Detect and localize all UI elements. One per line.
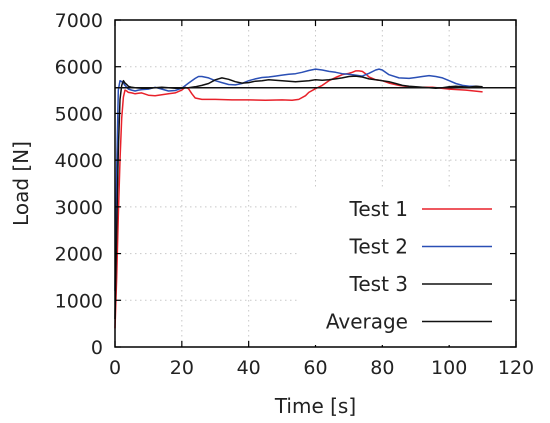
x-tick-label-3: 60 xyxy=(303,357,327,379)
y-tick-label-0: 0 xyxy=(91,337,103,359)
legend: Test 1 Test 2 Test 3 Average xyxy=(300,189,508,345)
y-tick-label-5: 5000 xyxy=(55,103,103,125)
x-axis-title: Time [s] xyxy=(274,394,356,418)
y-tick-label-6: 6000 xyxy=(55,57,103,79)
y-tick-label-2: 2000 xyxy=(55,244,103,266)
x-tick-label-6: 120 xyxy=(498,357,534,379)
x-tick-label-4: 80 xyxy=(370,357,394,379)
x-tick-label-2: 40 xyxy=(237,357,261,379)
series-layer xyxy=(114,68,516,329)
legend-label-test-3: Test 3 xyxy=(349,272,408,296)
y-tick-label-3: 3000 xyxy=(55,197,103,219)
axes-layer: 0 20 40 60 80 100 120 0 1000 2000 3000 4000 5000 6000… xyxy=(9,10,534,418)
legend-label-test-2: Test 2 xyxy=(349,235,408,259)
y-tick-label-1: 1000 xyxy=(55,290,103,312)
y-tick-label-4: 4000 xyxy=(55,150,103,172)
legend-label-test-1: Test 1 xyxy=(349,197,408,221)
y-axis-title: Load [N] xyxy=(9,141,33,226)
x-tick-label-1: 20 xyxy=(170,357,194,379)
series-line-test-2 xyxy=(114,68,483,291)
x-tick-label-5: 100 xyxy=(431,357,467,379)
y-tick-label-7: 7000 xyxy=(55,10,103,32)
x-tick-label-0: 0 xyxy=(109,357,121,379)
legend-label-average: Average xyxy=(326,310,408,334)
legend-background xyxy=(300,189,508,345)
